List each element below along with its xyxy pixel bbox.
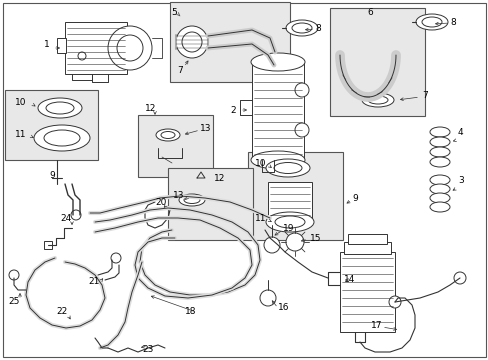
Ellipse shape <box>367 96 387 104</box>
Bar <box>339 252 394 332</box>
Ellipse shape <box>429 127 449 137</box>
Ellipse shape <box>361 93 393 107</box>
Ellipse shape <box>429 137 449 147</box>
Text: 1: 1 <box>44 40 50 49</box>
Ellipse shape <box>291 23 311 33</box>
Text: 13: 13 <box>173 190 184 199</box>
Bar <box>329 8 424 116</box>
Text: 21: 21 <box>88 278 100 287</box>
Circle shape <box>264 237 280 253</box>
Circle shape <box>294 83 308 97</box>
Circle shape <box>111 253 121 263</box>
Text: 11: 11 <box>15 130 26 139</box>
Ellipse shape <box>179 194 204 206</box>
Ellipse shape <box>274 216 305 228</box>
Text: 12: 12 <box>214 174 225 183</box>
Text: 10: 10 <box>15 98 26 107</box>
Text: 7: 7 <box>177 66 183 75</box>
Ellipse shape <box>273 162 302 174</box>
Ellipse shape <box>265 159 309 177</box>
Circle shape <box>117 35 142 61</box>
Text: 3: 3 <box>457 176 463 185</box>
Text: 9: 9 <box>351 194 357 202</box>
Text: 9: 9 <box>49 171 55 180</box>
Text: 16: 16 <box>278 303 289 312</box>
Text: 11: 11 <box>254 213 266 222</box>
Text: 6: 6 <box>366 8 372 17</box>
Bar <box>251 62 304 160</box>
Bar <box>5 90 98 160</box>
Text: 5: 5 <box>171 8 177 17</box>
Bar <box>343 242 390 254</box>
Text: 19: 19 <box>283 224 294 233</box>
Text: 7: 7 <box>421 90 427 99</box>
Text: 2: 2 <box>230 105 236 114</box>
Circle shape <box>388 296 400 308</box>
Bar <box>44 241 52 249</box>
Bar <box>267 182 311 220</box>
Ellipse shape <box>265 212 313 232</box>
Bar <box>247 152 342 240</box>
Text: 14: 14 <box>343 275 354 284</box>
Circle shape <box>285 233 304 251</box>
Ellipse shape <box>415 14 447 30</box>
Text: 20: 20 <box>155 198 167 207</box>
Ellipse shape <box>38 98 82 118</box>
Bar <box>170 2 289 82</box>
Text: 24: 24 <box>61 213 72 222</box>
Ellipse shape <box>429 184 449 194</box>
Ellipse shape <box>34 125 90 151</box>
Bar <box>65 22 127 74</box>
Circle shape <box>294 123 308 137</box>
Text: 4: 4 <box>457 127 463 136</box>
Ellipse shape <box>429 193 449 203</box>
Ellipse shape <box>421 17 441 27</box>
Ellipse shape <box>250 151 305 169</box>
Ellipse shape <box>429 147 449 157</box>
Text: 8: 8 <box>449 18 455 27</box>
Text: 22: 22 <box>57 307 68 316</box>
Bar <box>347 234 386 244</box>
Ellipse shape <box>429 175 449 185</box>
Ellipse shape <box>285 20 317 36</box>
Circle shape <box>260 290 275 306</box>
Ellipse shape <box>250 53 305 71</box>
Text: 18: 18 <box>184 307 196 316</box>
Ellipse shape <box>44 130 80 146</box>
Text: 25: 25 <box>9 297 20 306</box>
Text: 17: 17 <box>370 320 381 329</box>
Circle shape <box>78 52 86 60</box>
Text: 23: 23 <box>142 345 153 354</box>
Circle shape <box>71 210 81 220</box>
Ellipse shape <box>429 202 449 212</box>
Ellipse shape <box>183 197 200 203</box>
Ellipse shape <box>161 131 175 139</box>
Ellipse shape <box>182 32 202 52</box>
Circle shape <box>453 272 465 284</box>
Ellipse shape <box>429 157 449 167</box>
Bar <box>168 168 252 240</box>
Text: 8: 8 <box>314 23 320 32</box>
Bar <box>138 115 213 177</box>
Text: 15: 15 <box>309 234 321 243</box>
Text: 10: 10 <box>254 158 266 167</box>
Ellipse shape <box>46 102 74 114</box>
Circle shape <box>9 270 19 280</box>
Bar <box>57 38 66 53</box>
Ellipse shape <box>176 26 207 58</box>
Circle shape <box>108 26 152 70</box>
Text: 13: 13 <box>200 123 211 132</box>
Ellipse shape <box>156 129 180 141</box>
Text: 12: 12 <box>145 104 156 113</box>
